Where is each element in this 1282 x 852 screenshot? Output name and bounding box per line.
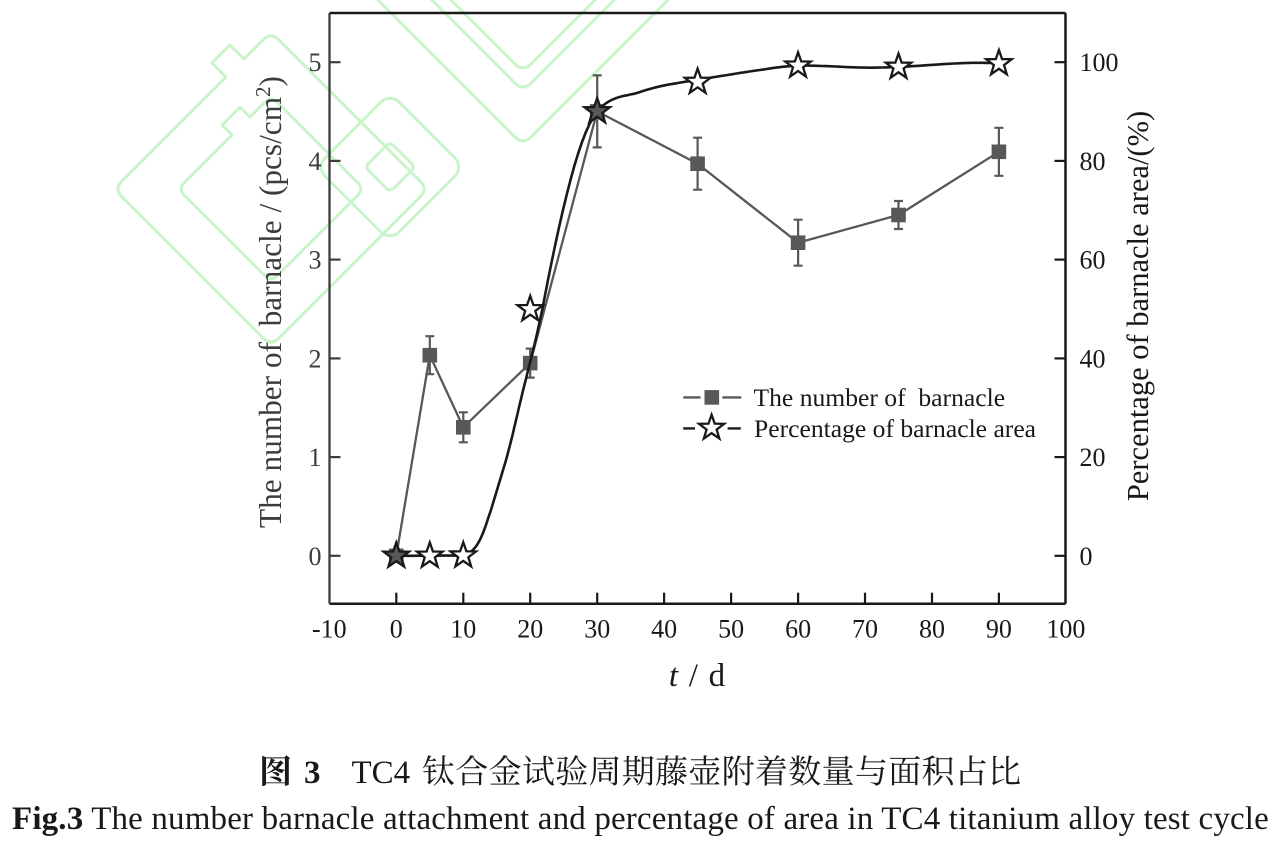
svg-text:90: 90	[986, 615, 1012, 644]
svg-text:Percentage of barnacle area/(%: Percentage of barnacle area/(%)	[1121, 111, 1155, 501]
svg-text:0: 0	[390, 615, 403, 644]
svg-text:5: 5	[309, 48, 322, 77]
svg-text:100: 100	[1080, 48, 1119, 77]
svg-text:Percentage of barnacle area: Percentage of barnacle area	[754, 414, 1037, 443]
svg-text:20: 20	[517, 615, 543, 644]
svg-text:2: 2	[309, 344, 322, 373]
svg-text:60: 60	[1080, 246, 1106, 275]
svg-text:70: 70	[852, 615, 878, 644]
svg-text:50: 50	[718, 615, 744, 644]
svg-text:-10: -10	[312, 615, 347, 644]
svg-text:3: 3	[309, 246, 322, 275]
svg-text:The number of barnacle / (pcs: The number of barnacle / (pcs/cm2)	[251, 76, 288, 528]
svg-text:80: 80	[1080, 147, 1106, 176]
svg-text:4: 4	[309, 147, 322, 176]
svg-text:1: 1	[309, 443, 322, 472]
svg-text:The number of barnacle: The number of barnacle	[754, 383, 1006, 412]
svg-text:30: 30	[584, 615, 610, 644]
svg-text:40: 40	[1080, 344, 1106, 373]
svg-text:3: 3	[304, 755, 321, 791]
svg-text:80: 80	[919, 615, 945, 644]
svg-text:100: 100	[1046, 615, 1085, 644]
svg-text:0: 0	[1080, 542, 1093, 571]
svg-text:20: 20	[1080, 443, 1106, 472]
svg-text:0: 0	[309, 542, 322, 571]
svg-text:Fig.3 The number barnacle atta: Fig.3 The number barnacle attachment and…	[12, 801, 1269, 837]
svg-text:t / d: t / d	[669, 658, 726, 694]
svg-text:10: 10	[450, 615, 476, 644]
svg-text:40: 40	[651, 615, 677, 644]
svg-text:TC4: TC4	[352, 755, 411, 791]
svg-text:60: 60	[785, 615, 811, 644]
